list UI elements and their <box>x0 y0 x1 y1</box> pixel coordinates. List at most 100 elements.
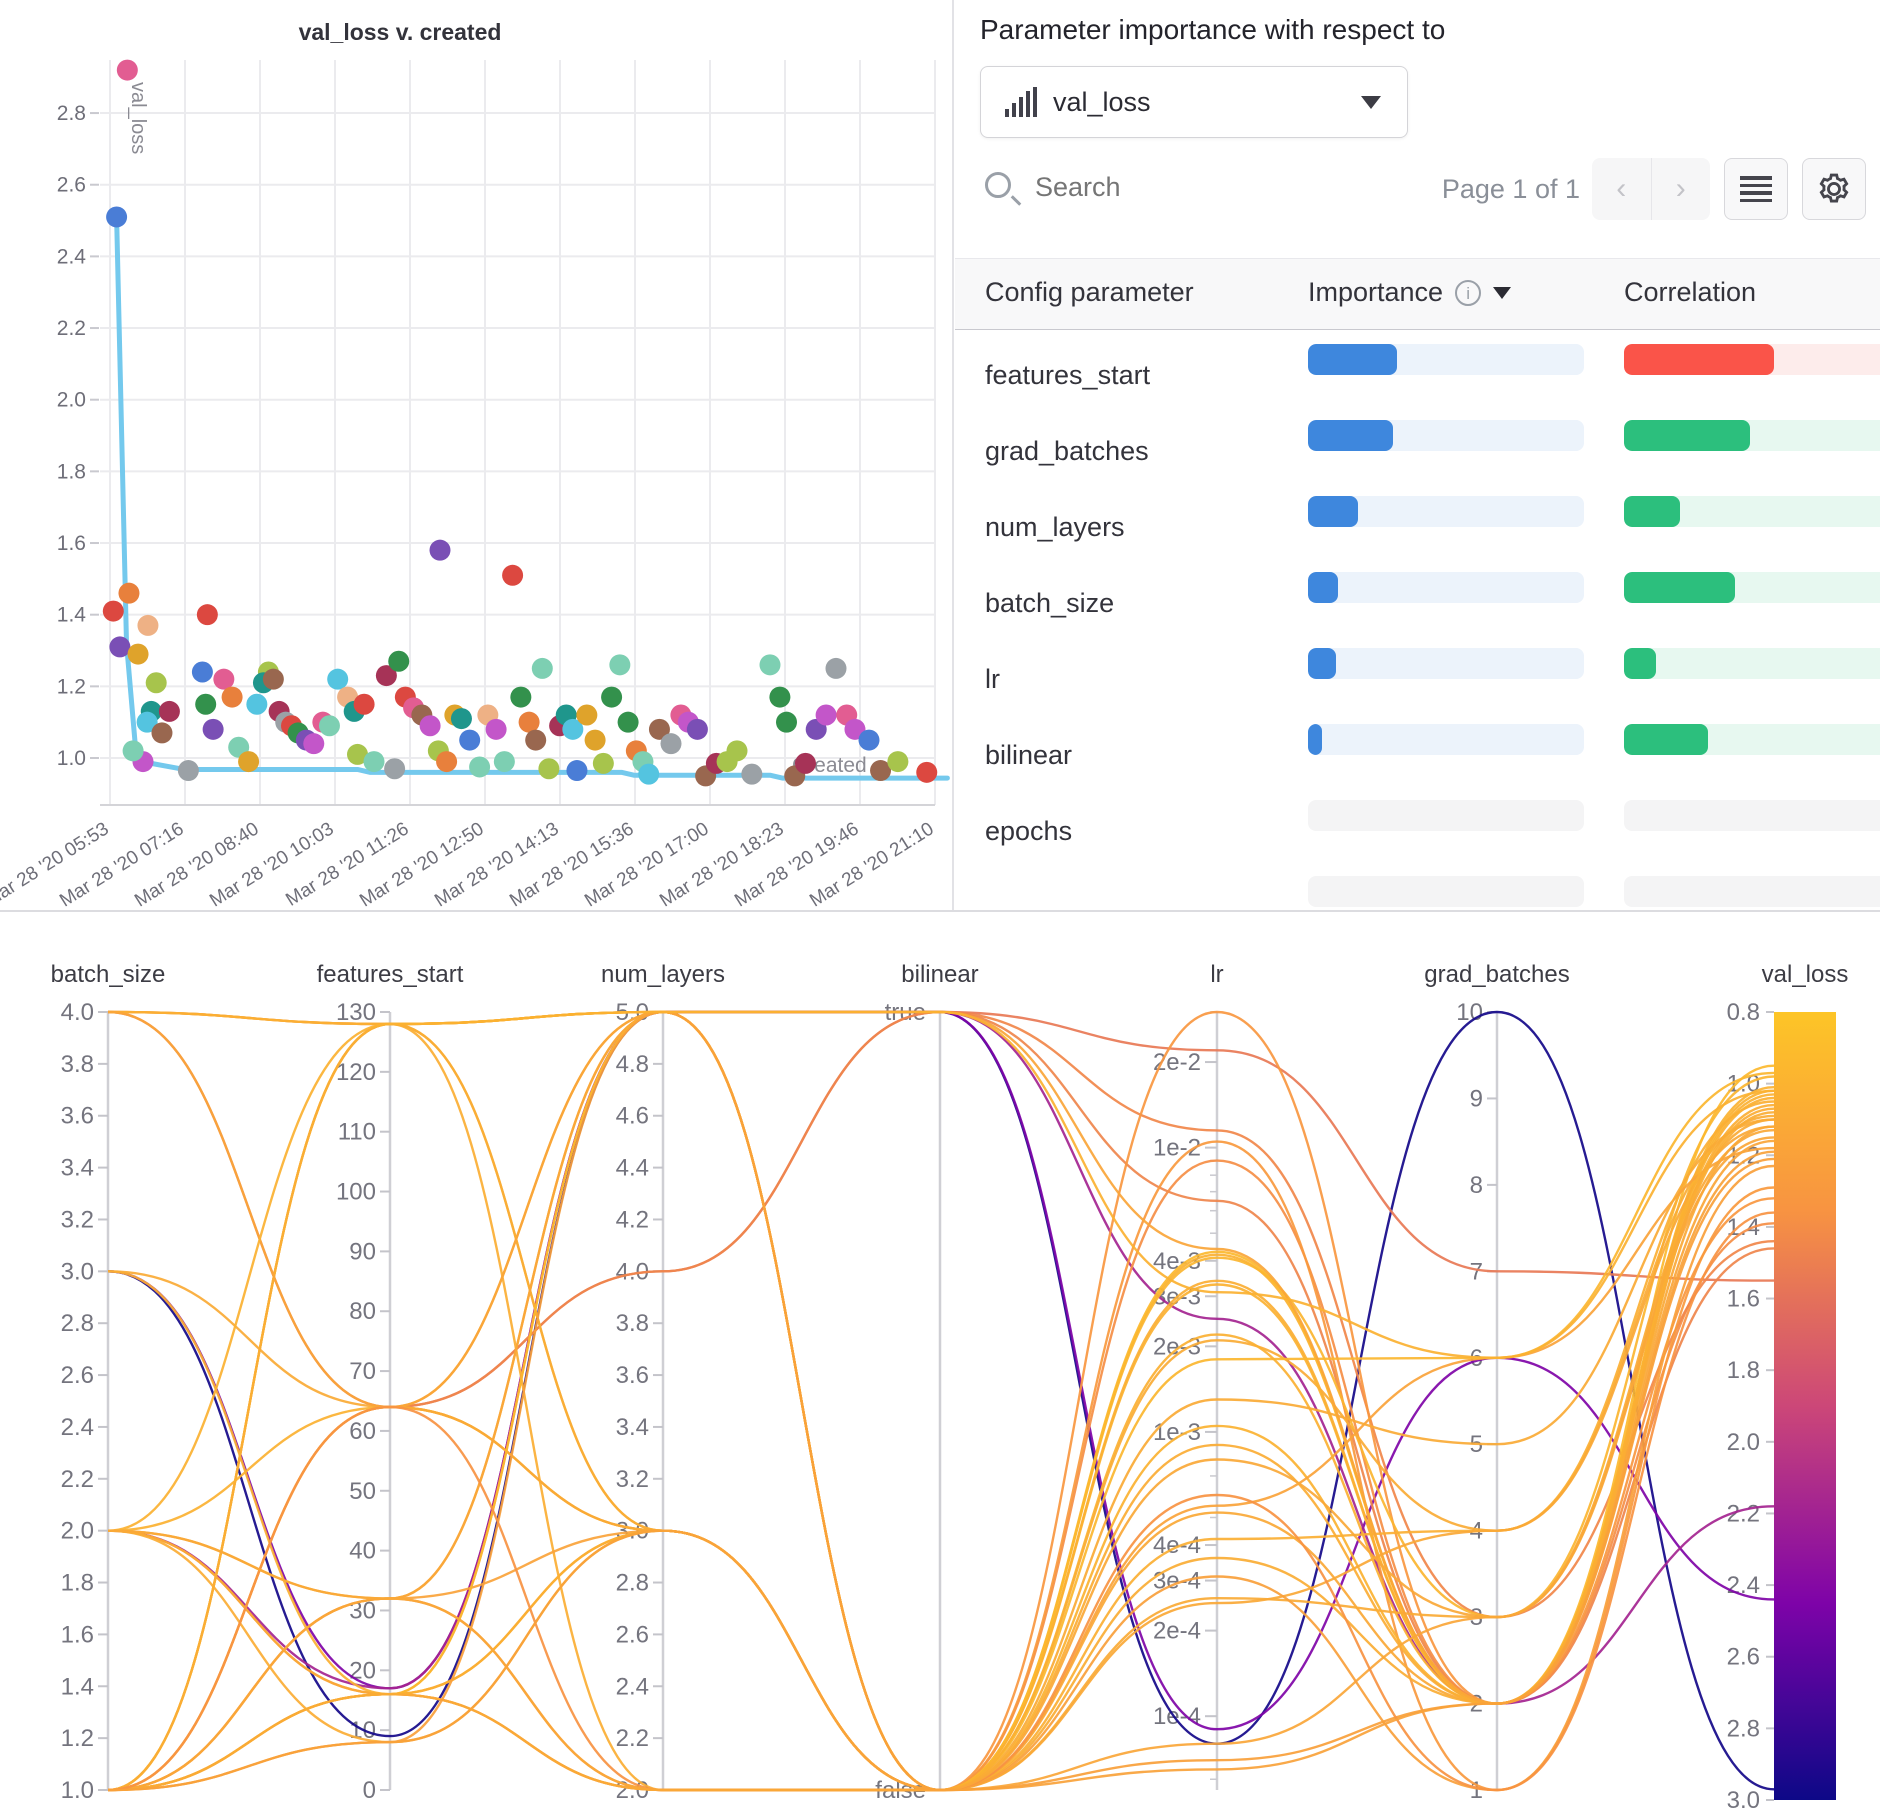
list-view-button[interactable] <box>1724 158 1788 220</box>
scatter-point[interactable] <box>375 665 397 687</box>
scatter-point[interactable] <box>825 657 847 679</box>
scatter-point[interactable] <box>388 650 410 672</box>
panel-title: Parameter importance with respect to <box>980 14 1446 45</box>
scatter-point[interactable] <box>741 763 763 785</box>
scatter-point[interactable] <box>419 715 441 737</box>
scatter-point[interactable] <box>531 657 553 679</box>
param-row[interactable]: features_start <box>955 332 1880 408</box>
scatter-point[interactable] <box>353 693 375 715</box>
scatter-point[interactable] <box>151 722 173 744</box>
scatter-point[interactable] <box>145 672 167 694</box>
scatter-point[interactable] <box>485 718 507 740</box>
param-row[interactable]: lr <box>955 636 1880 712</box>
scatter-point[interactable] <box>562 718 584 740</box>
scatter-point[interactable] <box>502 564 524 586</box>
scatter-point[interactable] <box>177 760 199 782</box>
svg-text:2.4: 2.4 <box>616 1673 649 1700</box>
scatter-point[interactable] <box>916 761 938 783</box>
scatter-point[interactable] <box>769 686 791 708</box>
scatter-point[interactable] <box>858 729 880 751</box>
scatter-point[interactable] <box>327 668 349 690</box>
scatter-point[interactable] <box>592 752 614 774</box>
scatter-point[interactable] <box>601 686 623 708</box>
scatter-point[interactable] <box>776 711 797 733</box>
prev-page-button[interactable]: ‹ <box>1592 158 1652 220</box>
info-icon[interactable]: i <box>1455 279 1482 306</box>
param-row[interactable] <box>955 864 1880 910</box>
scatter-point[interactable] <box>638 763 660 785</box>
scatter-point[interactable] <box>584 729 606 751</box>
svg-text:8: 8 <box>1470 1172 1483 1199</box>
scatter-point[interactable] <box>318 715 340 737</box>
scatter-point[interactable] <box>686 718 708 740</box>
scatter-point[interactable] <box>118 582 140 604</box>
scatter-point[interactable] <box>122 740 144 762</box>
param-row[interactable]: grad_batches <box>955 408 1880 484</box>
scatter-point[interactable] <box>887 751 909 773</box>
scatter-point[interactable] <box>566 760 588 782</box>
scatter-point[interactable] <box>436 751 458 773</box>
svg-text:3.4: 3.4 <box>61 1155 94 1182</box>
scatter-point[interactable] <box>525 729 547 751</box>
scatter-point[interactable] <box>518 711 540 733</box>
settings-button[interactable] <box>1802 158 1866 220</box>
param-row[interactable]: batch_size <box>955 560 1880 636</box>
scatter-point[interactable] <box>195 693 217 715</box>
scatter-point[interactable] <box>429 539 451 561</box>
search-input[interactable] <box>1035 172 1335 203</box>
scatter-plot[interactable]: 1.0 1.2 1.4 1.6 1.8 2.0 2.2 2.4 2.6 2.8 val_loss v… <box>0 0 950 910</box>
scatter-point[interactable] <box>158 700 180 722</box>
scatter-point[interactable] <box>384 758 406 780</box>
svg-text:Mar 28 '20 19:46: Mar 28 '20 19:46 <box>731 818 863 910</box>
scatter-point[interactable] <box>221 686 243 708</box>
next-page-button[interactable]: › <box>1675 172 1686 205</box>
scatter-point[interactable] <box>191 661 213 683</box>
scatter-point[interactable] <box>609 654 631 676</box>
scatter-point[interactable] <box>493 751 515 773</box>
param-row[interactable]: num_layers <box>955 484 1880 560</box>
scatter-point[interactable] <box>538 758 560 780</box>
scatter-point[interactable] <box>576 704 598 726</box>
scatter-point[interactable] <box>196 604 218 626</box>
scatter-point[interactable] <box>136 711 158 733</box>
chevron-down-icon <box>1361 96 1381 109</box>
scatter-point[interactable] <box>102 600 124 622</box>
scatter-point[interactable] <box>726 740 748 762</box>
scatter-point[interactable] <box>794 752 816 774</box>
param-row[interactable]: bilinear <box>955 712 1880 788</box>
scatter-point[interactable] <box>617 711 639 733</box>
param-row[interactable]: epochs <box>955 788 1880 864</box>
scatter-point[interactable] <box>469 756 491 778</box>
scatter-point[interactable] <box>137 614 159 636</box>
scatter-point[interactable] <box>510 686 532 708</box>
scatter-point[interactable] <box>246 693 268 715</box>
scatter-point[interactable] <box>116 59 138 81</box>
run-line <box>107 1118 1775 1792</box>
scatter-point[interactable] <box>347 743 368 765</box>
scatter-point[interactable] <box>303 733 325 755</box>
svg-text:2.2: 2.2 <box>61 1466 94 1493</box>
scatter-point[interactable] <box>262 668 284 690</box>
svg-text:3.6: 3.6 <box>61 1103 94 1130</box>
correlation-bar <box>1624 648 1880 679</box>
metric-dropdown[interactable]: val_loss <box>980 66 1408 138</box>
scatter-point[interactable] <box>648 718 670 740</box>
scatter-point[interactable] <box>109 636 131 658</box>
parallel-coordinates-plot[interactable]: 4.0 3.8 3.6 3.4 3.2 3.0 2.8 2.6 2.4 2.2 2.0 1.8 1.6 1… <box>0 912 1880 1814</box>
scatter-point[interactable] <box>213 668 235 690</box>
scatter-point[interactable] <box>759 654 781 676</box>
scatter-point[interactable] <box>202 718 224 740</box>
svg-text:4.4: 4.4 <box>616 1155 649 1182</box>
scatter-point[interactable] <box>660 733 682 755</box>
scatter-point[interactable] <box>106 206 128 228</box>
scatter-point[interactable] <box>238 751 260 773</box>
column-importance[interactable]: Importance i <box>1308 277 1512 308</box>
svg-text:3.8: 3.8 <box>61 1051 94 1078</box>
scatter-point[interactable] <box>459 729 481 751</box>
scatter-point[interactable] <box>870 760 892 782</box>
scatter-point[interactable] <box>363 751 385 773</box>
scatter-point[interactable] <box>450 708 472 730</box>
scatter-point[interactable] <box>815 704 837 726</box>
scatter-point[interactable] <box>127 643 149 665</box>
svg-text:1.6: 1.6 <box>57 532 86 555</box>
